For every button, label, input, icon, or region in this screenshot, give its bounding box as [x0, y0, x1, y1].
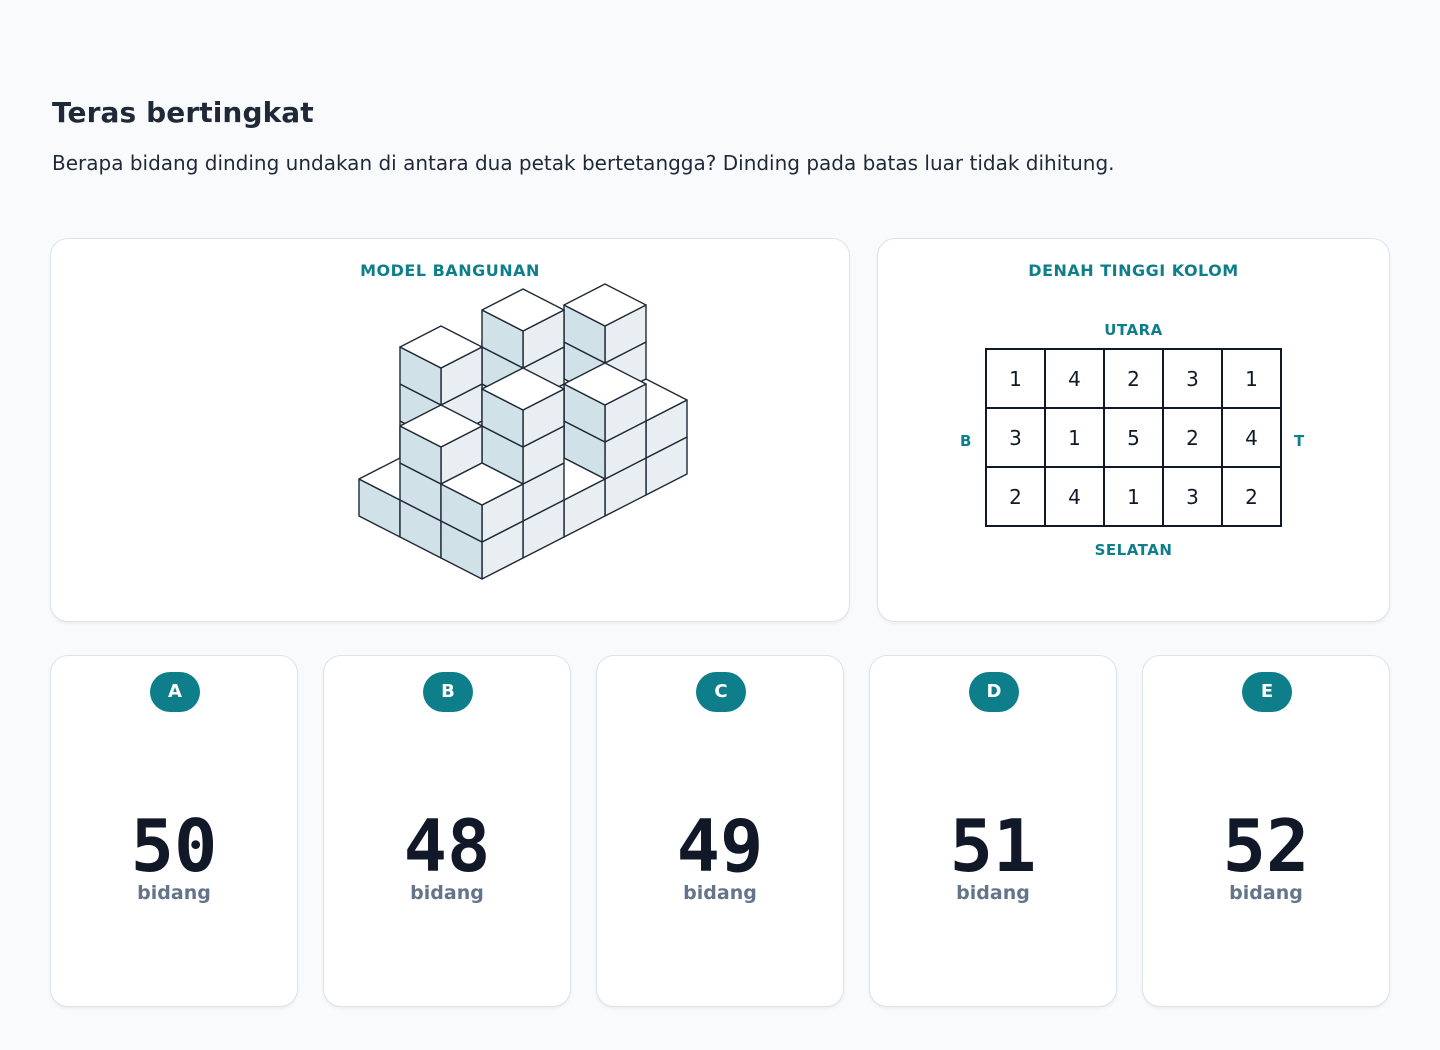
page-title: Teras bertingkat [52, 96, 314, 129]
model-panel: MODEL BANGUNAN [50, 238, 850, 622]
grid-cell: 2 [1221, 466, 1282, 527]
grid-cell: 4 [1044, 348, 1105, 409]
option-b-value: 48 [403, 804, 491, 888]
cube-top-face [481, 288, 565, 332]
plan-panel: DENAH TINGGI KOLOM UTARA B T SELATAN 1 4… [877, 238, 1390, 622]
grid-row: 1 4 2 3 1 [985, 348, 1282, 409]
option-c-unit: bidang [683, 882, 757, 904]
grid-cell: 1 [1103, 466, 1164, 527]
option-e-unit: bidang [1229, 882, 1303, 904]
question-page: Teras bertingkat Berapa bidang dinding u… [50, 0, 1390, 1050]
option-e-letter-badge: E [1242, 672, 1292, 712]
grid-cell: 3 [1162, 466, 1223, 527]
west-label: B [960, 432, 972, 450]
grid-row: 3 1 5 2 4 [985, 407, 1282, 468]
option-c-letter-badge: C [696, 672, 746, 712]
grid-cell: 2 [1162, 407, 1223, 468]
height-grid: 1 4 2 3 1 3 1 5 2 4 2 4 1 3 [985, 348, 1282, 527]
option-d-card[interactable]: D 51 bidang [869, 655, 1117, 1007]
grid-cell: 2 [1103, 348, 1164, 409]
south-label: SELATAN [1094, 541, 1173, 559]
option-d-letter-badge: D [969, 672, 1019, 712]
option-a-unit: bidang [137, 882, 211, 904]
cube-top-face [481, 367, 565, 411]
grid-cell: 1 [1044, 407, 1105, 468]
cube-top-face [563, 362, 647, 406]
north-label: UTARA [1104, 321, 1163, 339]
grid-cell: 4 [1044, 466, 1105, 527]
option-d-unit: bidang [956, 882, 1030, 904]
option-b-letter-badge: B [423, 672, 473, 712]
question-prompt: Berapa bidang dinding undakan di antara … [52, 151, 1115, 175]
option-a-card[interactable]: A 50 bidang [50, 655, 298, 1007]
cube-top-face [399, 325, 483, 369]
cube-top-face [563, 283, 647, 327]
option-a-letter-badge: A [150, 672, 200, 712]
cube-top-face [440, 462, 524, 506]
option-d-value: 51 [949, 804, 1037, 888]
grid-cell: 4 [1221, 407, 1282, 468]
east-label: T [1294, 432, 1305, 450]
option-c-value: 49 [676, 804, 764, 888]
option-e-card[interactable]: E 52 bidang [1142, 655, 1390, 1007]
cube-top-face [399, 404, 483, 448]
model-panel-title: MODEL BANGUNAN [360, 261, 540, 280]
option-c-card[interactable]: C 49 bidang [596, 655, 844, 1007]
grid-cell: 5 [1103, 407, 1164, 468]
grid-row: 2 4 1 3 2 [985, 466, 1282, 527]
isometric-model-illustration [358, 283, 688, 580]
grid-cell: 1 [985, 348, 1046, 409]
option-a-value: 50 [130, 804, 218, 888]
grid-cell: 3 [1162, 348, 1223, 409]
option-e-value: 52 [1222, 804, 1310, 888]
grid-cell: 1 [1221, 348, 1282, 409]
plan-panel-title: DENAH TINGGI KOLOM [1028, 261, 1239, 280]
option-b-card[interactable]: B 48 bidang [323, 655, 571, 1007]
grid-cell: 2 [985, 466, 1046, 527]
grid-cell: 3 [985, 407, 1046, 468]
option-b-unit: bidang [410, 882, 484, 904]
